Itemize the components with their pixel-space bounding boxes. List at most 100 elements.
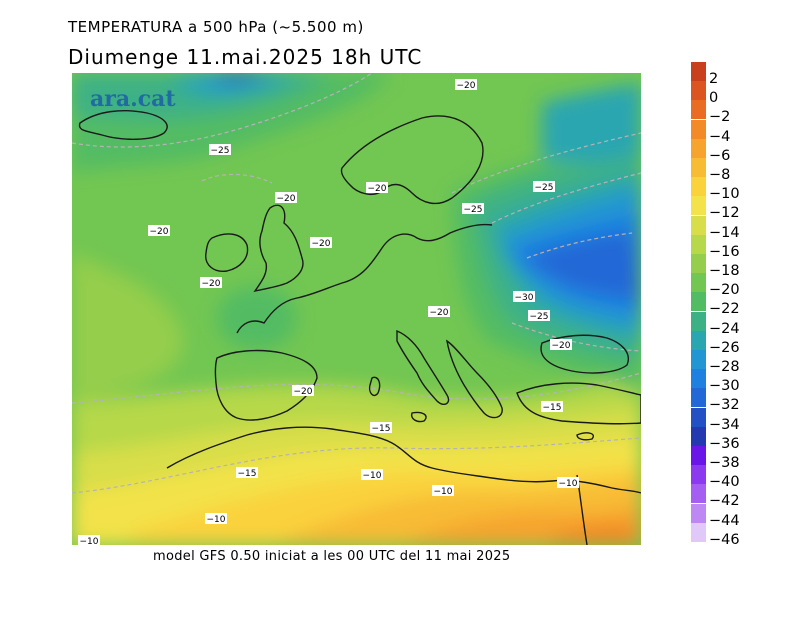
contour-label: −20 [550, 339, 572, 351]
legend-swatch [691, 465, 706, 485]
legend-label: −6 [709, 147, 731, 164]
svg-text:−15: −15 [543, 403, 562, 413]
legend-label: −2 [709, 109, 731, 126]
svg-text:−15: −15 [372, 424, 391, 434]
legend-label: −16 [709, 243, 740, 260]
legend-swatch [691, 100, 706, 120]
svg-text:−20: −20 [294, 387, 313, 397]
contour-label: −20 [366, 182, 388, 194]
legend-swatch [691, 273, 706, 293]
legend-swatch [691, 196, 706, 216]
svg-text:−10: −10 [559, 479, 578, 489]
legend-label: −4 [709, 128, 731, 145]
svg-text:−20: −20 [202, 279, 221, 289]
legend-label: −36 [709, 435, 740, 452]
chart-title-datetime: Diumenge 11.mai.2025 18h UTC [68, 45, 423, 69]
contour-label: −25 [528, 310, 550, 322]
legend-label: −18 [709, 263, 740, 279]
legend-label: −32 [709, 397, 740, 414]
contour-label: −15 [370, 422, 392, 434]
svg-text:−15: −15 [238, 469, 257, 479]
legend-swatch [691, 119, 706, 139]
svg-text:−10: −10 [207, 515, 226, 525]
svg-text:−20: −20 [457, 81, 476, 91]
contour-label: −10 [205, 513, 227, 525]
contour-label: −20 [455, 79, 477, 91]
svg-text:−10: −10 [80, 537, 99, 545]
contour-label: −15 [236, 467, 258, 479]
contour-label: −10 [361, 469, 383, 481]
svg-text:−25: −25 [211, 146, 230, 156]
temperature-map: −20 −25 −20 −20 −20 −20 −20 −25 −25 −30 −25 −20 −20 −… [72, 73, 641, 545]
svg-text:−30: −30 [515, 293, 534, 303]
legend-swatch [691, 426, 706, 446]
contour-lines [72, 73, 641, 494]
legend-swatch [691, 407, 706, 427]
legend-swatch [691, 81, 706, 101]
svg-text:−20: −20 [368, 184, 387, 194]
contour-label: −20 [275, 192, 297, 204]
legend-swatch [691, 177, 706, 197]
legend-label: −44 [709, 512, 740, 529]
chart-title-variable: TEMPERATURA a 500 hPa (~5.500 m) [68, 18, 364, 36]
svg-text:−10: −10 [434, 487, 453, 497]
legend-label: −24 [709, 320, 740, 337]
legend-swatch [691, 158, 706, 177]
contour-label: −25 [462, 203, 484, 215]
legend-label: −26 [709, 339, 740, 356]
legend-label: −30 [709, 378, 740, 395]
svg-text:−20: −20 [312, 239, 331, 249]
legend-swatch [691, 215, 706, 235]
ara-cat-logo: ara.cat [90, 86, 176, 112]
legend-swatch [691, 369, 706, 389]
color-legend [691, 62, 706, 542]
contour-label: −15 [541, 401, 563, 413]
contour-label: −25 [209, 144, 231, 156]
contour-label-layer: −20 −25 −20 −20 −20 −20 −20 −25 −25 −30 −25 −20 −20 −… [78, 79, 579, 545]
svg-text:−20: −20 [277, 194, 296, 204]
legend-swatch [691, 138, 706, 158]
legend-swatch [691, 522, 706, 542]
svg-text:−25: −25 [464, 205, 483, 215]
svg-text:−20: −20 [150, 227, 169, 237]
legend-swatch [691, 388, 706, 408]
contour-label: −20 [148, 225, 170, 237]
contour-label: −20 [292, 385, 314, 397]
legend-swatch [691, 311, 706, 331]
legend-swatch [691, 234, 706, 254]
legend-label: −42 [709, 493, 740, 510]
legend-label: 0 [709, 90, 719, 107]
legend-label: −34 [709, 416, 740, 433]
legend-label: −40 [709, 474, 740, 491]
legend-swatch [691, 503, 706, 523]
legend-label: −8 [709, 167, 731, 183]
contour-label: −25 [533, 181, 555, 193]
legend-label: −12 [709, 205, 740, 222]
legend-label: −38 [709, 455, 740, 471]
svg-text:−25: −25 [530, 312, 549, 322]
contour-label: −30 [513, 291, 535, 303]
contour-label: −10 [78, 535, 100, 545]
legend-swatch [691, 62, 706, 81]
legend-swatch [691, 350, 706, 369]
contour-label: −10 [432, 485, 454, 497]
contour-label: −20 [310, 237, 332, 249]
svg-text:−25: −25 [535, 183, 554, 193]
svg-text:−10: −10 [363, 471, 382, 481]
legend-swatch [691, 254, 706, 273]
model-info: model GFS 0.50 iniciat a les 00 UTC del … [153, 549, 511, 564]
contour-label: −10 [557, 477, 579, 489]
contour-label: −20 [428, 306, 450, 318]
legend-label: −22 [709, 301, 740, 318]
legend-label: 2 [709, 71, 719, 87]
legend-label: −46 [709, 531, 740, 548]
temperature-field [72, 73, 641, 545]
legend-label: −10 [709, 186, 740, 203]
legend-label: −28 [709, 359, 740, 375]
legend-label: −14 [709, 224, 740, 241]
legend-swatch [691, 330, 706, 350]
contour-label: −20 [200, 277, 222, 289]
legend-label: −20 [709, 282, 740, 299]
legend-swatch [691, 292, 706, 312]
legend-swatch [691, 446, 706, 465]
